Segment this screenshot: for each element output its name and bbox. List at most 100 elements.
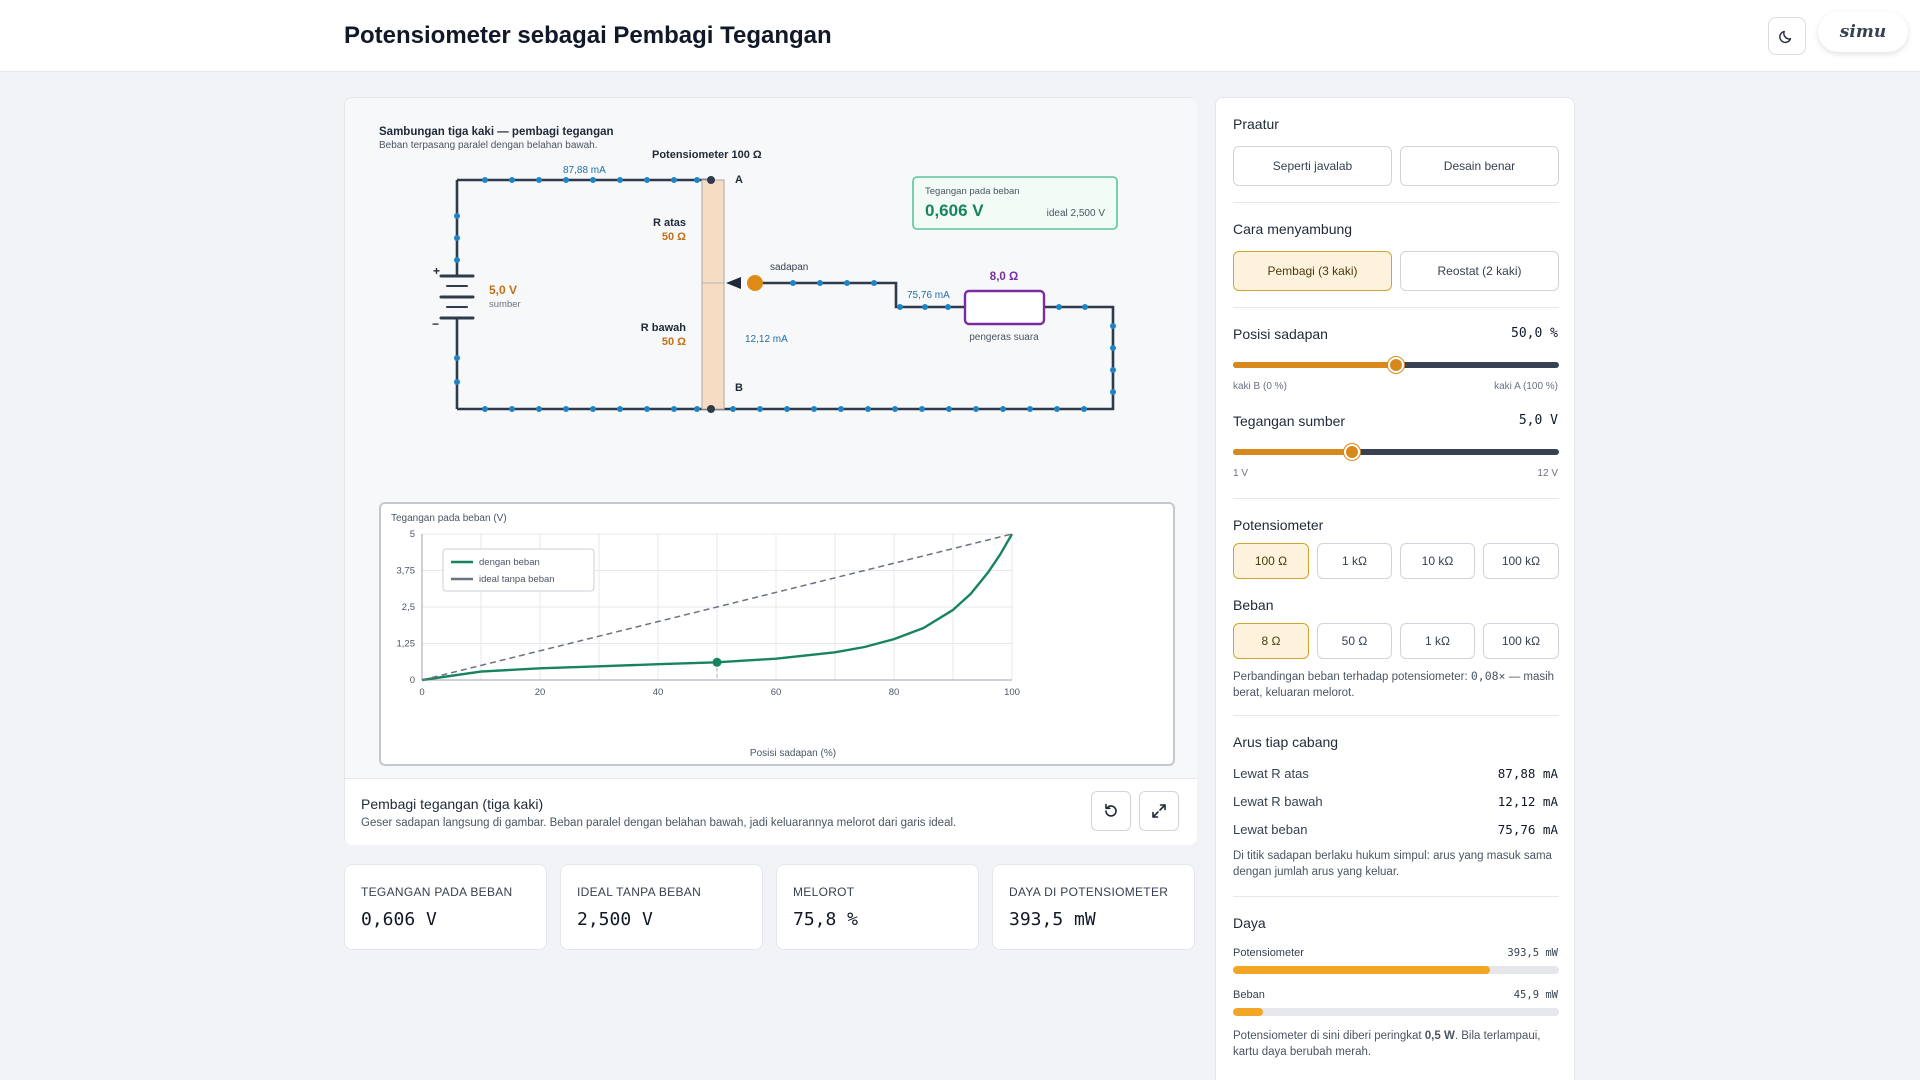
tap-slider[interactable] (1233, 357, 1559, 373)
preset-javalab-button[interactable]: Seperti javalab (1233, 146, 1392, 186)
current-point-marker (712, 657, 722, 667)
source-slider[interactable] (1233, 444, 1559, 460)
pot-option-10k[interactable]: 10 kΩ (1400, 543, 1475, 579)
mode-rheostat-button[interactable]: Reostat (2 kaki) (1400, 251, 1559, 291)
x-tick-label: 20 (535, 687, 546, 698)
divider (1233, 202, 1559, 203)
source-label: sumber (489, 299, 521, 310)
currents-title: Arus tiap cabang (1233, 734, 1339, 750)
x-tick-label: 0 (419, 687, 424, 698)
tap-title: Posisi sadapan (1233, 326, 1328, 342)
expand-icon (1152, 804, 1166, 818)
stat-label: IDEAL TANPA BEBAN (577, 885, 702, 899)
sim-subtitle: Geser sadapan langsung di gambar. Beban … (361, 817, 957, 829)
circuit-heading: Sambungan tiga kaki — pembagi tegangan (379, 126, 614, 138)
load-option-100k[interactable]: 100 kΩ (1483, 623, 1559, 659)
load-current-label: 75,76 mA (907, 290, 950, 301)
potentiometer-label: Potensiometer 100 Ω (652, 149, 762, 161)
source-slider-fill (1233, 449, 1352, 455)
ratio-note: Perbandingan beban terhadap potensiomete… (1233, 669, 1555, 699)
fullscreen-button[interactable] (1139, 791, 1179, 831)
circuit-diagram: Sambungan tiga kaki — pembagi tegangan B… (379, 126, 1118, 413)
tap-label: sadapan (770, 262, 808, 273)
source-slider-thumb[interactable] (1343, 444, 1360, 460)
page-title: Potensiometer sebagai Pembagi Tegangan (344, 22, 832, 49)
node-b-label: B (735, 382, 743, 394)
reset-button[interactable] (1091, 791, 1131, 831)
series-line-loaded (421, 533, 1014, 682)
voltage-graph: 0 20 40 60 80 100 0 1,25 2,5 3,75 5 Tegangan pada … (379, 502, 1175, 766)
moon-icon (1779, 30, 1792, 44)
theme-toggle-button[interactable] (1768, 17, 1806, 55)
minus-sign: − (432, 317, 439, 331)
x-tick-label: 100 (1004, 687, 1020, 698)
series-line-ideal (421, 533, 1013, 681)
power-label-load: Beban (1233, 989, 1265, 1001)
tap-handle[interactable] (747, 275, 763, 291)
tap-slider-thumb[interactable] (1388, 357, 1404, 373)
divider (1233, 498, 1559, 499)
preset-title: Praatur (1233, 116, 1279, 132)
r-top-label: R atas (653, 217, 686, 229)
wiper-arrow (726, 277, 741, 289)
y-tick-label: 3,75 (397, 566, 416, 577)
control-panel: Praatur Seperti javalab Desain benar Car… (1215, 97, 1575, 1080)
load-option-1k[interactable]: 1 kΩ (1400, 623, 1475, 659)
simulation-card: Sambungan tiga kaki — pembagi tegangan B… (344, 97, 1197, 845)
simulation-footer: Pembagi tegangan (tiga kaki) Geser sadap… (345, 778, 1197, 845)
load-option-50[interactable]: 50 Ω (1317, 623, 1392, 659)
y-tick-label: 2,5 (402, 602, 415, 613)
tap-slider-fill (1233, 362, 1396, 368)
pot-option-100k[interactable]: 100 kΩ (1483, 543, 1559, 579)
simu-logo[interactable]: simu (1818, 12, 1908, 52)
stat-card-drop: MELOROT 75,8 % (776, 864, 979, 950)
preset-correct-button[interactable]: Desain benar (1400, 146, 1559, 186)
load-option-8[interactable]: 8 Ω (1233, 623, 1309, 659)
ratio-value: 0,08× (1470, 669, 1506, 683)
r-top-value: 50 Ω (662, 231, 686, 243)
stat-value: 0,606 V (361, 909, 437, 930)
source-min-label: 1 V (1233, 468, 1249, 479)
power-value-load: 45,9 mW (1513, 989, 1558, 1001)
voltage-meter (912, 176, 1118, 230)
circuit-area: Sambungan tiga kaki — pembagi tegangan B… (345, 98, 1197, 778)
power-bar-pot (1233, 966, 1559, 974)
stat-card-load-voltage: TEGANGAN PADA BEBAN 0,606 V (344, 864, 547, 950)
pot-title: Potensiometer (1233, 517, 1324, 533)
stat-label: MELOROT (793, 885, 855, 899)
y-tick-label: 0 (410, 675, 415, 686)
stat-value: 2,500 V (577, 909, 653, 930)
node-a-label: A (735, 174, 743, 186)
load-resistor (963, 289, 1046, 326)
x-tick-label: 60 (771, 687, 782, 698)
voltage-chart: 0 20 40 60 80 100 0 1,25 2,5 3,75 5 Tegangan pada … (391, 513, 1020, 759)
load-title: Beban (1233, 597, 1274, 613)
y-tick-label: 5 (410, 529, 415, 540)
chart-legend: dengan beban ideal tanpa beban (442, 548, 595, 592)
power-label-pot: Potensiometer (1233, 947, 1304, 959)
pot-option-100[interactable]: 100 Ω (1233, 543, 1309, 579)
node-b-dot (707, 405, 715, 413)
current-label-top: Lewat R atas (1233, 766, 1309, 781)
chart-xlabel: Posisi sadapan (%) (750, 748, 836, 759)
stat-label: DAYA DI POTENSIOMETER (1009, 885, 1169, 899)
stat-label: TEGANGAN PADA BEBAN (361, 885, 513, 899)
legend-item-ideal: ideal tanpa beban (479, 574, 555, 585)
app-header: Potensiometer sebagai Pembagi Tegangan s… (0, 0, 1920, 72)
mode-divider-button[interactable]: Pembagi (3 kaki) (1233, 251, 1392, 291)
divider (1233, 896, 1559, 897)
current-value-top: 87,88 mA (1497, 766, 1558, 781)
current-label-bottom: Lewat R bawah (1233, 794, 1323, 809)
meter-value: 0,606 V (925, 201, 984, 220)
stat-card-ideal: IDEAL TANPA BEBAN 2,500 V (560, 864, 763, 950)
current-value-bottom: 12,12 mA (1497, 794, 1558, 809)
source-voltage-label: 5,0 V (489, 283, 517, 297)
pot-option-1k[interactable]: 1 kΩ (1317, 543, 1392, 579)
potentiometer-body (701, 179, 725, 410)
logo-text: simu (1839, 22, 1887, 42)
power-title: Daya (1233, 915, 1266, 931)
x-tick-label: 40 (653, 687, 664, 698)
divider (1233, 715, 1559, 716)
source-value: 5,0 V (1518, 413, 1558, 428)
currents-note: Di titik sadapan berlaku hukum simpul: a… (1233, 850, 1552, 878)
